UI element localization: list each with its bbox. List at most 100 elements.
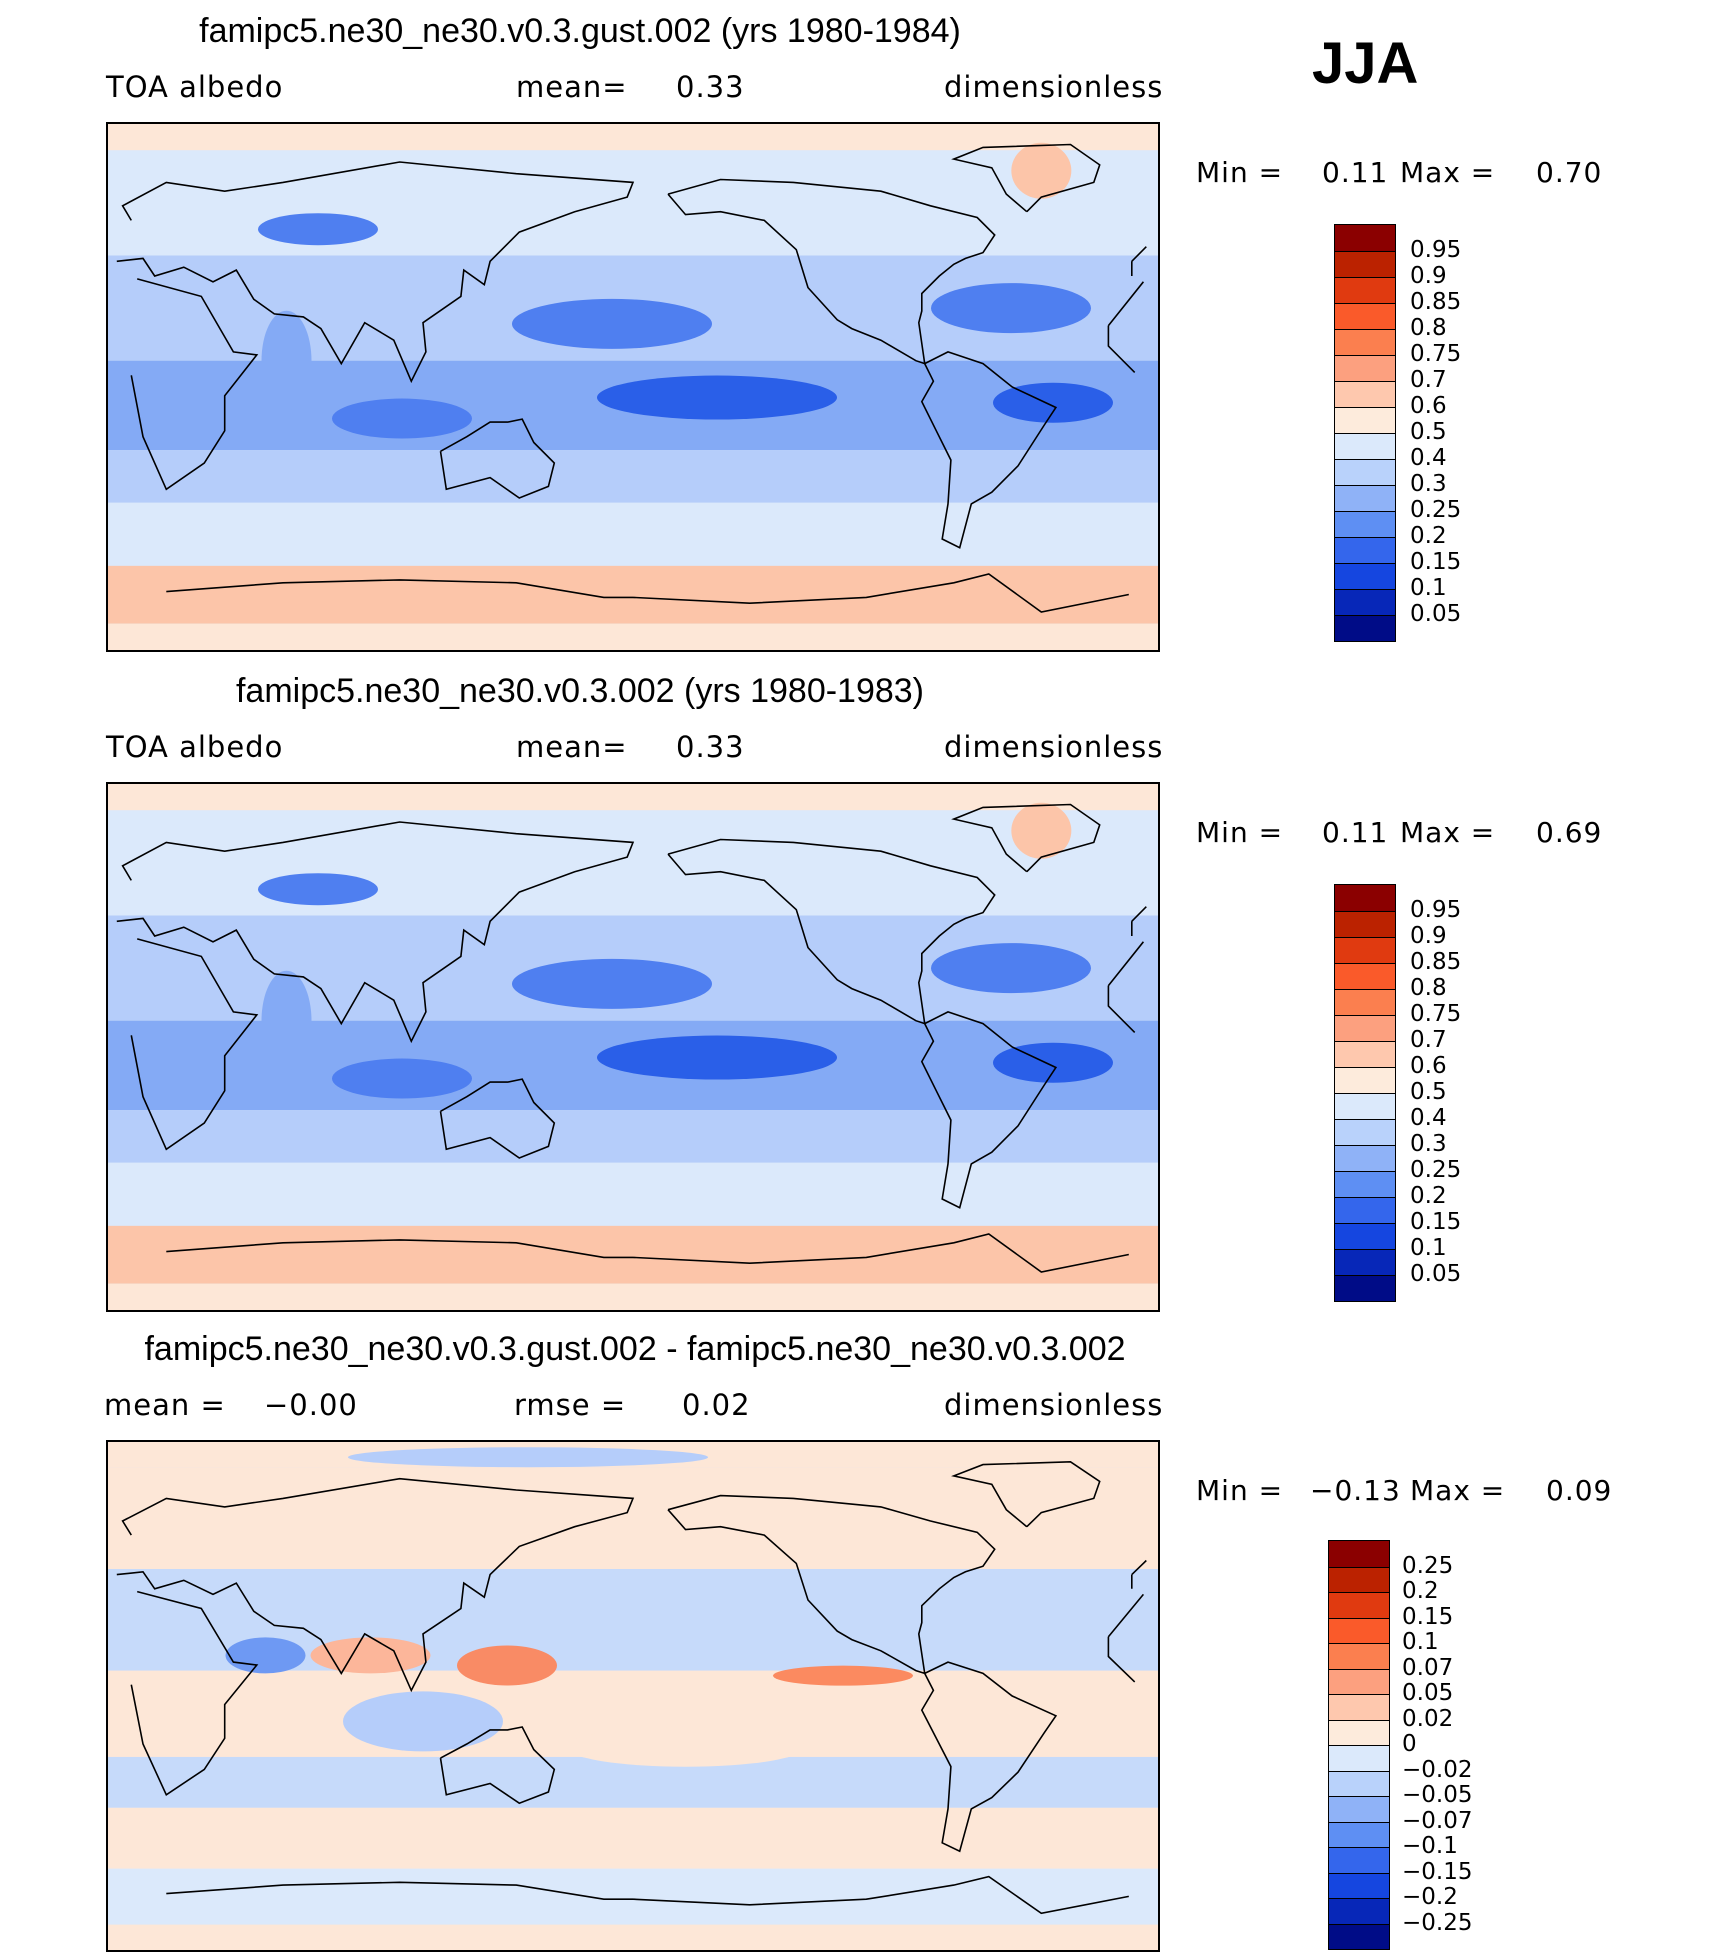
colorbar-segment [1335, 1041, 1395, 1067]
panel3-title: famipc5.ne30_ne30.v0.3.gust.002 - famipc… [144, 1330, 1126, 1368]
colorbar-tick-label: 0.4 [1410, 1105, 1447, 1131]
contour-feature [931, 283, 1091, 334]
colorbar-tick-label: 0.15 [1410, 1209, 1462, 1235]
colorbar-tick-label: 0.2 [1402, 1578, 1439, 1604]
colorbar-tick-label: 0.05 [1410, 601, 1462, 627]
panel1-colorbar [1334, 224, 1396, 642]
greenland-albedo [1011, 142, 1072, 199]
contour-feature [512, 298, 712, 349]
colorbar-segment [1335, 589, 1395, 615]
colorbar-tick-label: 0.7 [1410, 1027, 1447, 1053]
colorbar-segment [1335, 1171, 1395, 1197]
contour-feature [343, 1691, 503, 1752]
colorbar-segment [1329, 1617, 1389, 1643]
panel2-units: dimensionless [944, 730, 1164, 764]
colorbar-segment [1335, 911, 1395, 937]
panel2-max-label: Max = [1400, 816, 1496, 849]
colorbar-tick-label: −0.02 [1402, 1756, 1473, 1783]
colorbar-tick-label: 0.2 [1410, 523, 1447, 549]
colorbar-segment [1329, 1566, 1389, 1592]
colorbar-segment [1329, 1643, 1389, 1669]
contour-feature [565, 1726, 806, 1767]
colorbar-tick-label: 0.8 [1410, 975, 1447, 1001]
colorbar-tick-label: 0.15 [1402, 1603, 1454, 1630]
colorbar-segment [1329, 1745, 1389, 1771]
colorbar-tick-label: 0 [1402, 1731, 1417, 1757]
colorbar-tick-label: 0.2 [1410, 1183, 1447, 1209]
contour-band [108, 1162, 1158, 1226]
colorbar-tick-label: 0.95 [1410, 897, 1462, 923]
panel1-min-label: Min = [1196, 156, 1284, 189]
colorbar-segment [1335, 511, 1395, 537]
coastline [667, 838, 996, 1025]
panel3-mean-label: mean = [104, 1388, 226, 1422]
colorbar-tick-label: 0.85 [1410, 289, 1462, 315]
colorbar-tick-label: 0.1 [1410, 1235, 1447, 1261]
colorbar-tick-label: 0.85 [1410, 949, 1462, 975]
panel3-max-value: 0.09 [1546, 1474, 1613, 1507]
panel3-rmse-label: rmse = [514, 1388, 627, 1422]
colorbar-segment [1329, 1872, 1389, 1898]
colorbar-segment [1335, 433, 1395, 459]
panel3-colorbar [1328, 1540, 1390, 1950]
panel1-mean-value: 0.33 [676, 70, 745, 104]
colorbar-segment [1335, 329, 1395, 355]
contour-band [108, 1868, 1158, 1925]
colorbar-segment [1335, 485, 1395, 511]
contour-feature [348, 1447, 708, 1468]
colorbar-segment [1335, 459, 1395, 485]
panel3-mean-value: −0.00 [264, 1388, 358, 1422]
colorbar-tick-label: 0.3 [1410, 471, 1447, 497]
colorbar-segment [1335, 225, 1395, 251]
coastline [951, 1460, 1101, 1528]
contour-band [108, 1807, 1158, 1869]
colorbar-segment [1329, 1847, 1389, 1873]
coastline [116, 161, 1147, 384]
colorbar-segment [1335, 407, 1395, 433]
colorbar-tick-label: −0.25 [1402, 1909, 1473, 1936]
colorbar-tick-label: 0.3 [1410, 1131, 1447, 1157]
colorbar-tick-label: 0.6 [1410, 1053, 1447, 1079]
colorbar-segment [1335, 1223, 1395, 1249]
greenland-albedo [1011, 802, 1072, 859]
coastline [667, 178, 996, 365]
contour-band [108, 1283, 1158, 1310]
colorbar-segment [1335, 277, 1395, 303]
colorbar-segment [1335, 1119, 1395, 1145]
panel3-rmse-value: 0.02 [682, 1388, 751, 1422]
panel1-map [106, 122, 1160, 652]
coastline [439, 418, 556, 499]
colorbar-segment [1329, 1668, 1389, 1694]
colorbar-tick-label: 0.9 [1410, 923, 1447, 949]
season-label: JJA [1312, 31, 1419, 96]
colorbar-tick-label: 0.25 [1402, 1552, 1454, 1579]
colorbar-tick-label: 0.7 [1410, 367, 1447, 393]
colorbar-segment [1335, 1145, 1395, 1171]
colorbar-segment [1329, 1923, 1389, 1949]
panel3-min-value: −0.13 [1310, 1474, 1401, 1507]
panel1-max-value: 0.70 [1536, 156, 1603, 189]
colorbar-segment [1335, 381, 1395, 407]
panel2-colorbar [1334, 884, 1396, 1302]
colorbar-segment [1329, 1719, 1389, 1745]
coastline [439, 1078, 556, 1159]
panel3-max-label: Max = [1410, 1474, 1506, 1507]
contour-feature [597, 375, 837, 420]
colorbar-segment [1335, 989, 1395, 1015]
coastline [116, 821, 1147, 1044]
contour-feature [457, 1645, 557, 1686]
colorbar-tick-label: 0.1 [1402, 1629, 1439, 1655]
contour-band [108, 150, 1158, 256]
colorbar-tick-label: 0.25 [1410, 497, 1462, 523]
panel1-mean-label: mean= [516, 70, 628, 104]
colorbar-tick-label: 0.6 [1410, 393, 1447, 419]
panel2-mean-label: mean= [516, 730, 628, 764]
panel3-units: dimensionless [944, 1388, 1164, 1422]
contour-feature [310, 1637, 431, 1674]
colorbar-segment [1335, 355, 1395, 381]
contour-feature [597, 1035, 837, 1080]
colorbar-segment [1329, 1898, 1389, 1924]
colorbar-segment [1329, 1592, 1389, 1618]
colorbar-segment [1335, 615, 1395, 641]
contour-band [108, 565, 1158, 624]
